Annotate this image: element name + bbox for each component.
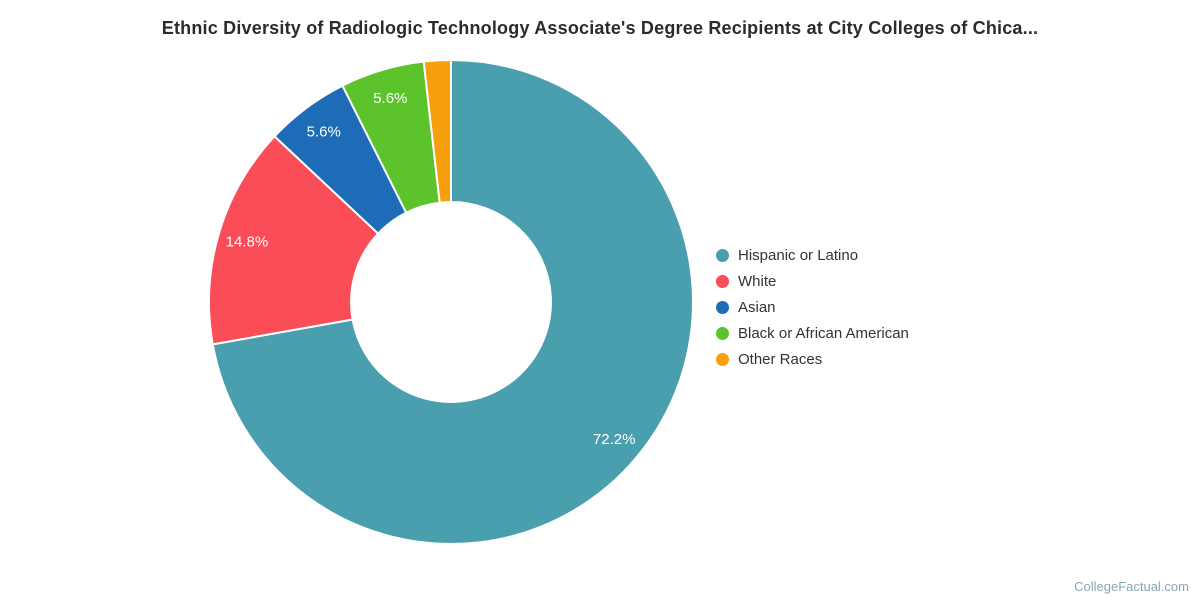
pie-slice-hispanic-or-latino[interactable] (211, 59, 694, 545)
pie-slice-other-races[interactable] (422, 59, 452, 204)
legend-marker-icon (716, 248, 729, 262)
slice-label-asian: 5.6% (307, 123, 341, 140)
watermark-link[interactable]: CollegeFactual.com (1074, 579, 1189, 594)
legend-marker-icon (716, 274, 729, 288)
legend-item-white[interactable]: White (716, 268, 909, 294)
legend-marker-icon (716, 300, 729, 314)
slice-label-white: 14.8% (226, 233, 269, 250)
chart-legend: Hispanic or Latino White Asian Black or Afr… (716, 242, 909, 372)
legend-label: Black or African American (738, 324, 909, 342)
legend-item-black-or-african-american[interactable]: Black or African American (716, 320, 909, 346)
chart-title: Ethnic Diversity of Radiologic Technolog… (161, 18, 1039, 38)
legend-item-hispanic-or-latino[interactable]: Hispanic or Latino (716, 242, 909, 268)
pie-slice-white[interactable] (208, 135, 380, 346)
slice-label-black-or-african-american: 5.6% (373, 90, 407, 107)
legend-label: Hispanic or Latino (738, 246, 859, 264)
legend-marker-icon (716, 326, 729, 340)
legend-item-other-races[interactable]: Other Races (716, 346, 909, 372)
legend-label: White (738, 272, 777, 290)
slice-label-hispanic-or-latino: 72.2% (593, 431, 636, 448)
legend-marker-icon (716, 352, 729, 366)
legend-label: Asian (738, 298, 776, 316)
legend-label: Other Races (738, 350, 823, 368)
legend-item-asian[interactable]: Asian (716, 294, 909, 320)
